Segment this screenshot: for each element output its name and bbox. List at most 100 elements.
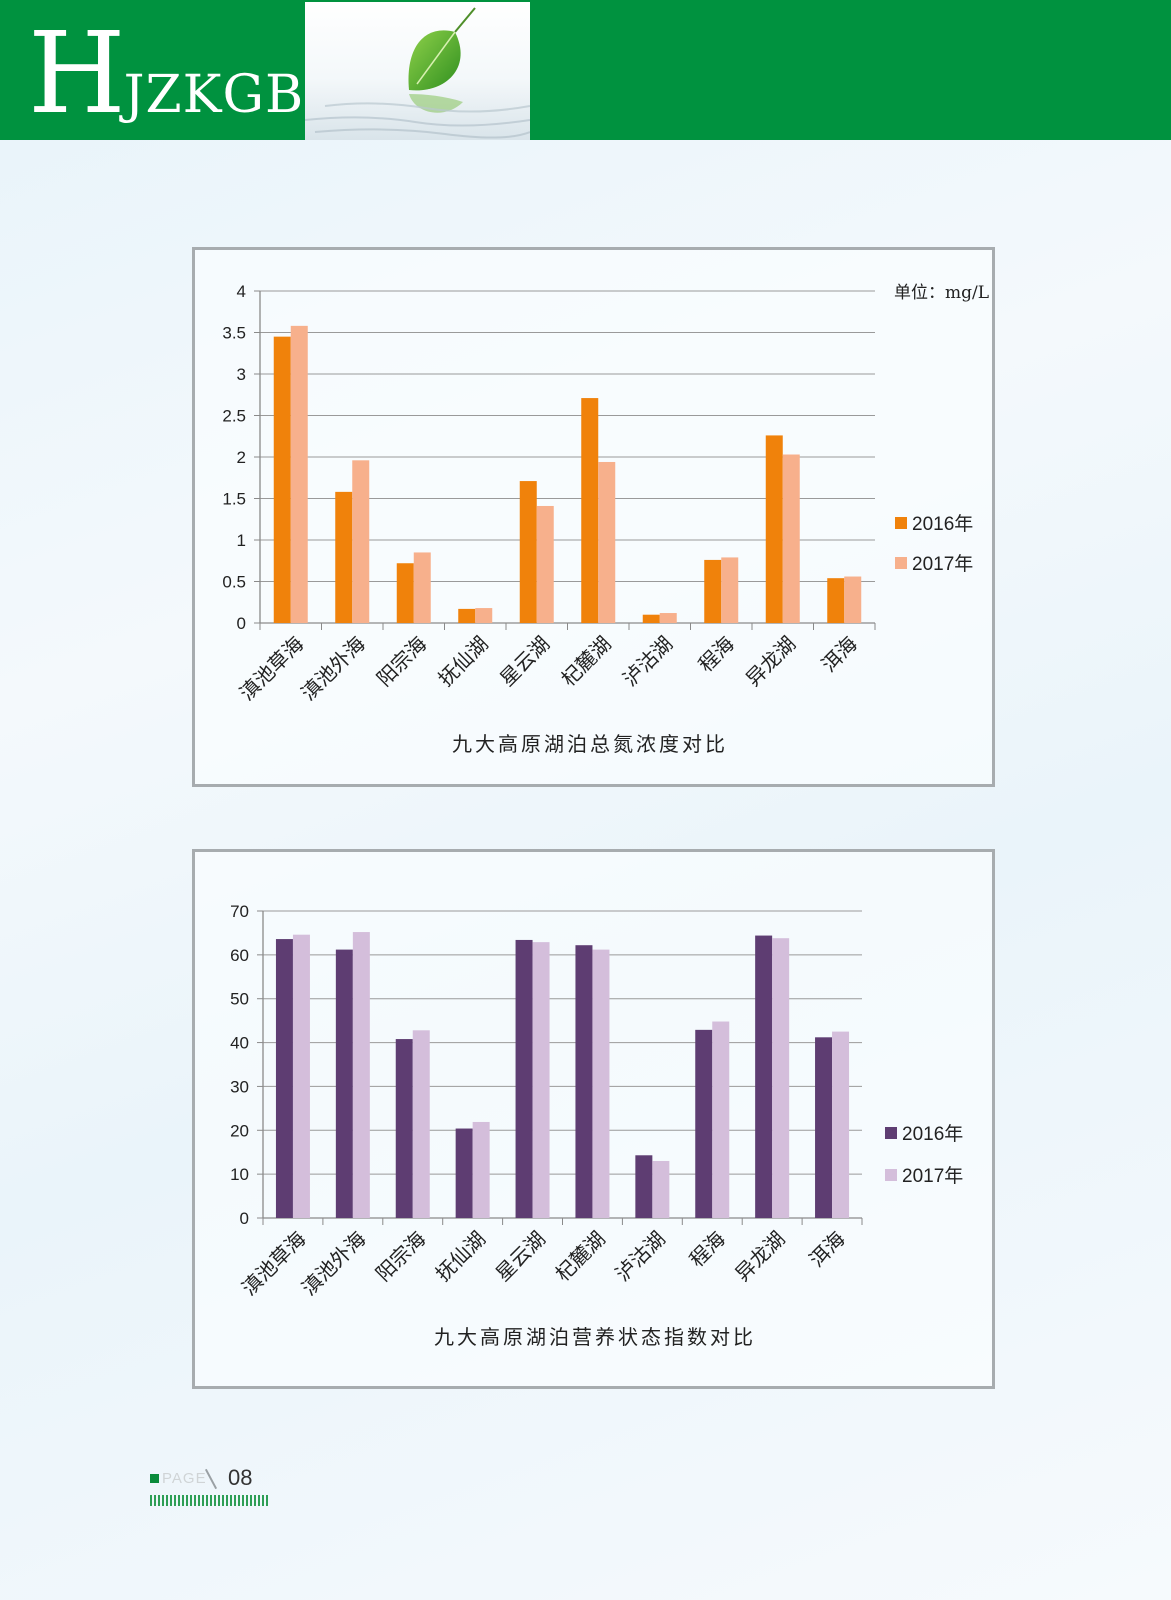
bar-2017	[536, 505, 554, 623]
bar-2017	[475, 608, 493, 623]
legend-swatch	[885, 1169, 897, 1181]
bar-2016	[515, 939, 533, 1218]
x-category-label: 滇池草海	[237, 1227, 311, 1301]
bar-2016	[395, 1039, 413, 1218]
legend-swatch	[895, 517, 907, 529]
bar-2016	[335, 491, 353, 623]
x-category-label: 阳宗海	[371, 1227, 430, 1286]
bar-2017	[532, 942, 550, 1218]
bar-2017	[472, 1121, 490, 1218]
x-category-label: 星云湖	[491, 1227, 550, 1286]
x-category-label: 异龙湖	[730, 1227, 789, 1286]
bar-2016	[455, 1128, 473, 1218]
x-category-label: 洱海	[817, 632, 862, 677]
leaf-image	[304, 2, 531, 140]
legend-label: 2017年	[912, 553, 973, 575]
y-tick-label: 60	[230, 946, 249, 965]
bar-2017	[352, 460, 370, 623]
y-tick-label: 3.5	[222, 324, 246, 343]
y-tick-label: 10	[230, 1165, 249, 1184]
legend-label: 2016年	[902, 1123, 963, 1145]
bar-2017	[352, 932, 370, 1218]
y-tick-label: 20	[230, 1121, 249, 1140]
logo-rest: JZKGB	[123, 65, 305, 125]
bar-2016	[396, 563, 414, 623]
page-number-footer: PAGE 08	[150, 1465, 280, 1508]
bar-2016	[695, 1029, 713, 1218]
bar-2016	[273, 336, 291, 623]
x-category-label: 星云湖	[495, 632, 554, 691]
bar-2017	[659, 613, 677, 623]
x-category-label: 滇池外海	[297, 1227, 371, 1301]
x-category-label: 滇池外海	[296, 632, 370, 706]
bar-2016	[575, 945, 593, 1218]
y-tick-label: 0.5	[222, 573, 246, 592]
chart-title: 九大高原湖泊总氮浓度对比	[452, 732, 728, 756]
legend-swatch	[885, 1127, 897, 1139]
bar-2016	[827, 578, 845, 623]
bar-2016	[815, 1037, 833, 1218]
x-category-label: 程海	[685, 1227, 730, 1272]
bar-2017	[844, 576, 862, 623]
bar-2016	[765, 435, 783, 623]
bar-2017	[652, 1160, 670, 1218]
x-category-label: 杞麓湖	[556, 632, 615, 691]
bar-2017	[721, 557, 739, 623]
bar-2016	[458, 608, 476, 623]
bar-2017	[413, 552, 431, 623]
x-category-label: 泸沽湖	[610, 1227, 669, 1286]
logo: HJZKGB	[0, 0, 305, 140]
bar-2017	[598, 461, 616, 623]
x-category-label: 洱海	[804, 1227, 849, 1272]
x-category-label: 程海	[694, 632, 739, 677]
bar-2017	[292, 934, 310, 1218]
legend-label: 2016年	[912, 513, 973, 535]
chart-title: 九大高原湖泊营养状态指数对比	[434, 1325, 756, 1349]
bar-2017	[782, 454, 800, 623]
y-tick-label: 1.5	[222, 490, 246, 509]
y-tick-label: 3	[237, 365, 246, 384]
y-tick-label: 1	[237, 531, 246, 550]
y-tick-label: 2.5	[222, 407, 246, 426]
bar-2017	[772, 938, 790, 1218]
bar-2017	[832, 1031, 850, 1218]
legend-swatch	[895, 557, 907, 569]
bar-2016	[335, 949, 353, 1218]
page-label: PAGE	[162, 1470, 207, 1487]
leaf-reflection-icon	[304, 7, 531, 139]
header-banner: HJZKGB	[0, 0, 1171, 140]
x-category-label: 抚仙湖	[433, 632, 492, 691]
bar-2017	[712, 1021, 730, 1218]
bar-2016	[642, 614, 660, 623]
y-tick-label: 30	[230, 1077, 249, 1096]
bar-2016	[755, 935, 773, 1218]
footer-barcode-icon	[150, 1495, 270, 1506]
bar-2017	[290, 325, 308, 623]
chart-panel-nitrogen: 0 0.5 1 1.5 2 2.5 3 3.5 4 滇池草海 滇池外海 阳宗海 抚仙湖 星云湖 杞麓湖 泸沽湖…	[192, 247, 995, 787]
y-tick-label: 40	[230, 1034, 249, 1053]
page-number: 08	[228, 1465, 253, 1490]
x-category-label: 抚仙湖	[431, 1227, 490, 1286]
bar-2016	[275, 939, 293, 1218]
bar-2016	[635, 1155, 653, 1218]
logo-initial: H	[28, 9, 126, 139]
y-tick-label: 4	[237, 282, 246, 301]
x-category-label: 泸沽湖	[618, 632, 677, 691]
x-category-label: 杞麓湖	[551, 1227, 610, 1286]
legend-label: 2017年	[902, 1165, 963, 1187]
bar-2016	[519, 481, 537, 623]
bar-2017	[592, 949, 610, 1218]
y-tick-label: 0	[240, 1209, 249, 1228]
bar-2016	[704, 559, 722, 623]
chart-panel-trophic: 0 10 20 30 40 50 60 70 滇池草海 滇池外海 阳宗海 抚仙湖 星云湖 杞麓湖 泸沽湖 程海…	[192, 849, 995, 1389]
y-tick-label: 50	[230, 990, 249, 1009]
y-tick-label: 2	[237, 448, 246, 467]
y-tick-label: 0	[237, 614, 246, 633]
logo-text: HJZKGB	[28, 18, 304, 130]
x-category-label: 阳宗海	[372, 632, 431, 691]
bar-2016	[581, 398, 599, 623]
y-tick-label: 70	[230, 902, 249, 921]
unit-label: 单位：mg/L	[894, 283, 989, 303]
